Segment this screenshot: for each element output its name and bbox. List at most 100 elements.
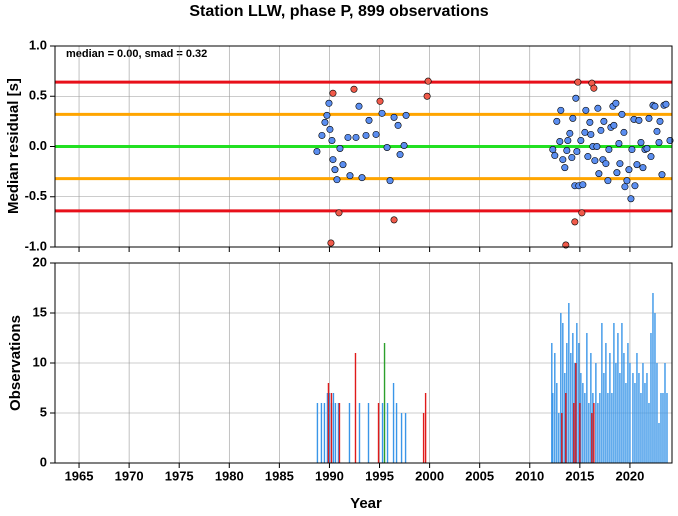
- panel: -1.0 -0.5 0.0 0.5 1.0: [25, 37, 674, 253]
- data-point: [591, 157, 599, 165]
- y-tick-label: 0.0: [29, 138, 47, 153]
- bar: [367, 403, 370, 463]
- data-point: [557, 106, 565, 114]
- bar: [327, 383, 330, 463]
- bar: [578, 343, 580, 463]
- data-point: [551, 152, 559, 160]
- bar: [334, 403, 337, 463]
- data-point: [643, 145, 651, 153]
- x-tick-label: 2015: [565, 468, 594, 483]
- data-point: [383, 144, 391, 152]
- bar: [609, 353, 611, 463]
- data-point: [328, 136, 336, 144]
- data-point: [651, 102, 659, 110]
- data-point: [561, 164, 569, 172]
- data-point: [590, 84, 598, 92]
- bar: [588, 403, 590, 463]
- bar: [330, 393, 333, 463]
- data-point: [358, 174, 366, 182]
- data-point: [339, 161, 347, 169]
- bar: [383, 343, 386, 463]
- x-tick-label: 1965: [65, 468, 94, 483]
- bar: [617, 333, 619, 463]
- y-tick-label: 20: [33, 254, 47, 269]
- bar: [320, 403, 323, 463]
- data-point: [604, 177, 612, 185]
- bar: [597, 403, 599, 463]
- bar: [625, 383, 627, 463]
- bar: [561, 413, 563, 463]
- bar: [573, 403, 575, 463]
- data-point: [566, 129, 574, 137]
- bar: [621, 323, 623, 463]
- data-point: [336, 145, 344, 153]
- data-point: [352, 133, 360, 141]
- data-point: [620, 128, 628, 136]
- chart-title: Station LLW, phase P, 899 observations: [189, 3, 488, 20]
- bar: [582, 383, 584, 463]
- data-point: [321, 118, 329, 126]
- data-point: [564, 136, 572, 144]
- bar: [552, 393, 554, 463]
- data-point: [577, 136, 585, 144]
- bar: [377, 403, 380, 463]
- data-point: [346, 172, 354, 180]
- y-tick-label: 5: [40, 404, 47, 419]
- bar: [551, 343, 553, 463]
- data-point: [386, 177, 394, 185]
- bar: [666, 393, 668, 463]
- bar: [595, 363, 597, 463]
- data-point: [584, 153, 592, 161]
- data-point: [329, 156, 337, 164]
- x-tick-label: 1975: [165, 468, 194, 483]
- data-point: [568, 154, 576, 162]
- bar: [619, 373, 621, 463]
- bar: [611, 393, 613, 463]
- bar: [603, 373, 605, 463]
- data-point: [578, 209, 586, 217]
- data-point: [400, 141, 408, 149]
- data-point: [656, 117, 664, 125]
- x-tick-label: 2000: [415, 468, 444, 483]
- data-point: [327, 239, 335, 247]
- x-tick-label: 1980: [215, 468, 244, 483]
- data-point: [325, 99, 333, 107]
- data-point: [625, 166, 633, 174]
- annotation: median = 0.00, smad = 0.32: [66, 48, 207, 60]
- bar: [590, 353, 592, 463]
- bar: [584, 393, 586, 463]
- bar: [328, 393, 331, 463]
- x-tick-label: 2020: [615, 468, 644, 483]
- panel: 1965 1970 1975 1980 1985 1990 1995 2000 2005 2010…: [33, 254, 673, 483]
- bar: [664, 363, 666, 463]
- data-point: [579, 181, 587, 189]
- y-tick-label: 0.5: [29, 88, 47, 103]
- y-tick-label: 10: [33, 354, 47, 369]
- x-tick-label: 1985: [265, 468, 294, 483]
- bar: [564, 373, 566, 463]
- bar: [565, 393, 567, 463]
- data-point: [402, 111, 410, 119]
- data-point: [313, 148, 321, 156]
- data-point: [323, 111, 331, 119]
- bar: [660, 393, 662, 463]
- data-point: [362, 131, 370, 139]
- bar: [615, 363, 617, 463]
- data-point: [350, 85, 358, 93]
- bar: [634, 383, 636, 463]
- data-point: [631, 182, 639, 190]
- bar: [572, 333, 574, 463]
- data-point: [376, 97, 384, 105]
- bar: [636, 353, 638, 463]
- bar: [640, 393, 642, 463]
- bar: [576, 323, 578, 463]
- bar: [422, 413, 425, 463]
- data-point: [581, 128, 589, 136]
- data-point: [602, 160, 610, 168]
- data-point: [621, 183, 629, 191]
- bar: [646, 373, 648, 463]
- data-point: [573, 148, 581, 156]
- data-point: [600, 117, 608, 125]
- data-point: [633, 161, 641, 169]
